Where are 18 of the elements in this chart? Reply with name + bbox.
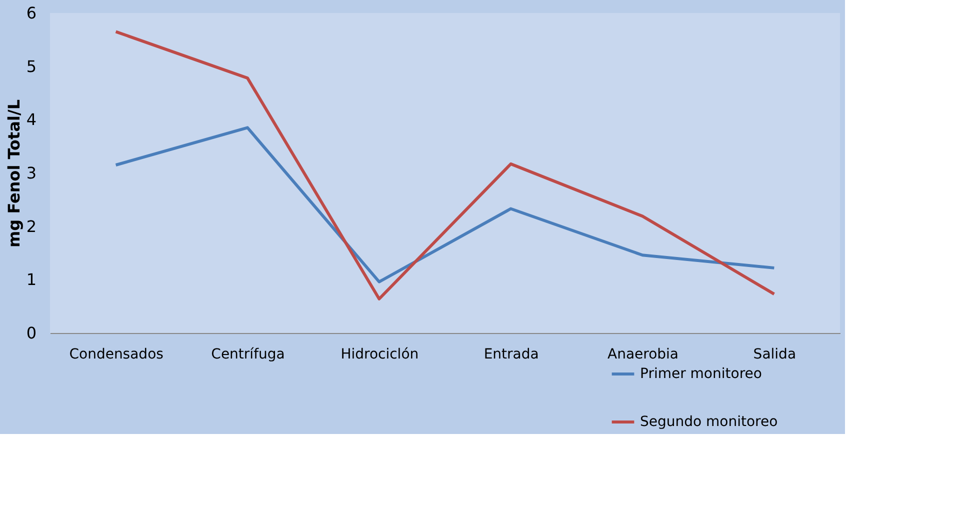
- y-tick-label: 5: [26, 56, 36, 76]
- y-tick-label: 1: [26, 270, 36, 290]
- y-axis-title: mg Fenol Total/L: [4, 99, 24, 248]
- line-series: [114, 126, 776, 284]
- x-tick-label: Anaerobia: [607, 346, 679, 362]
- y-tick-label: 0: [26, 324, 36, 342]
- line-series: [114, 30, 776, 300]
- x-tick-label: Centrífuga: [211, 346, 285, 362]
- legend-label: Segundo monitoreo: [640, 414, 778, 430]
- y-tick-label: 6: [26, 4, 36, 22]
- x-tick-label: Condensados: [69, 346, 164, 362]
- x-tick-label: Entrada: [484, 346, 539, 362]
- legend-label: Primer monitoreo: [640, 366, 762, 382]
- y-tick-label: 2: [26, 216, 36, 236]
- x-tick-label: Hidrociclón: [340, 346, 419, 362]
- y-tick-label: 4: [26, 110, 36, 130]
- y-tick-label: 3: [26, 164, 36, 182]
- x-tick-label: Salida: [753, 346, 796, 362]
